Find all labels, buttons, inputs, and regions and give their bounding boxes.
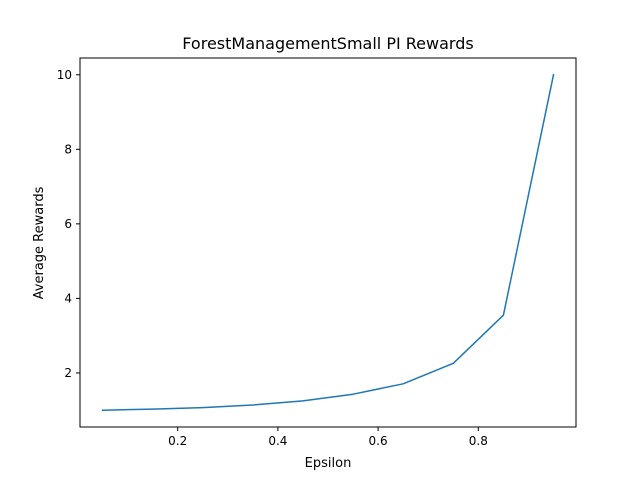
y-tick-label: 8 (64, 142, 72, 156)
series-line (101, 73, 555, 411)
plot-area (101, 73, 555, 411)
y-tick-label: 6 (64, 217, 72, 231)
y-axis-ticks: 2 4 6 8 10 (57, 68, 80, 380)
chart-title: ForestManagementSmall PI Rewards (182, 34, 473, 53)
x-axis-ticks: 0.2 0.4 0.6 0.8 (168, 427, 488, 448)
x-tick-label: 0.4 (268, 434, 287, 448)
y-tick-label: 2 (64, 366, 72, 380)
x-tick-label: 0.6 (369, 434, 388, 448)
x-tick-label: 0.8 (469, 434, 488, 448)
y-tick-label: 4 (64, 291, 72, 305)
x-tick-label: 0.2 (168, 434, 187, 448)
y-axis-label: Average Rewards (32, 186, 47, 299)
x-axis-label: Epsilon (305, 456, 352, 471)
y-tick-label: 10 (57, 68, 72, 82)
axes-frame (79, 57, 577, 428)
